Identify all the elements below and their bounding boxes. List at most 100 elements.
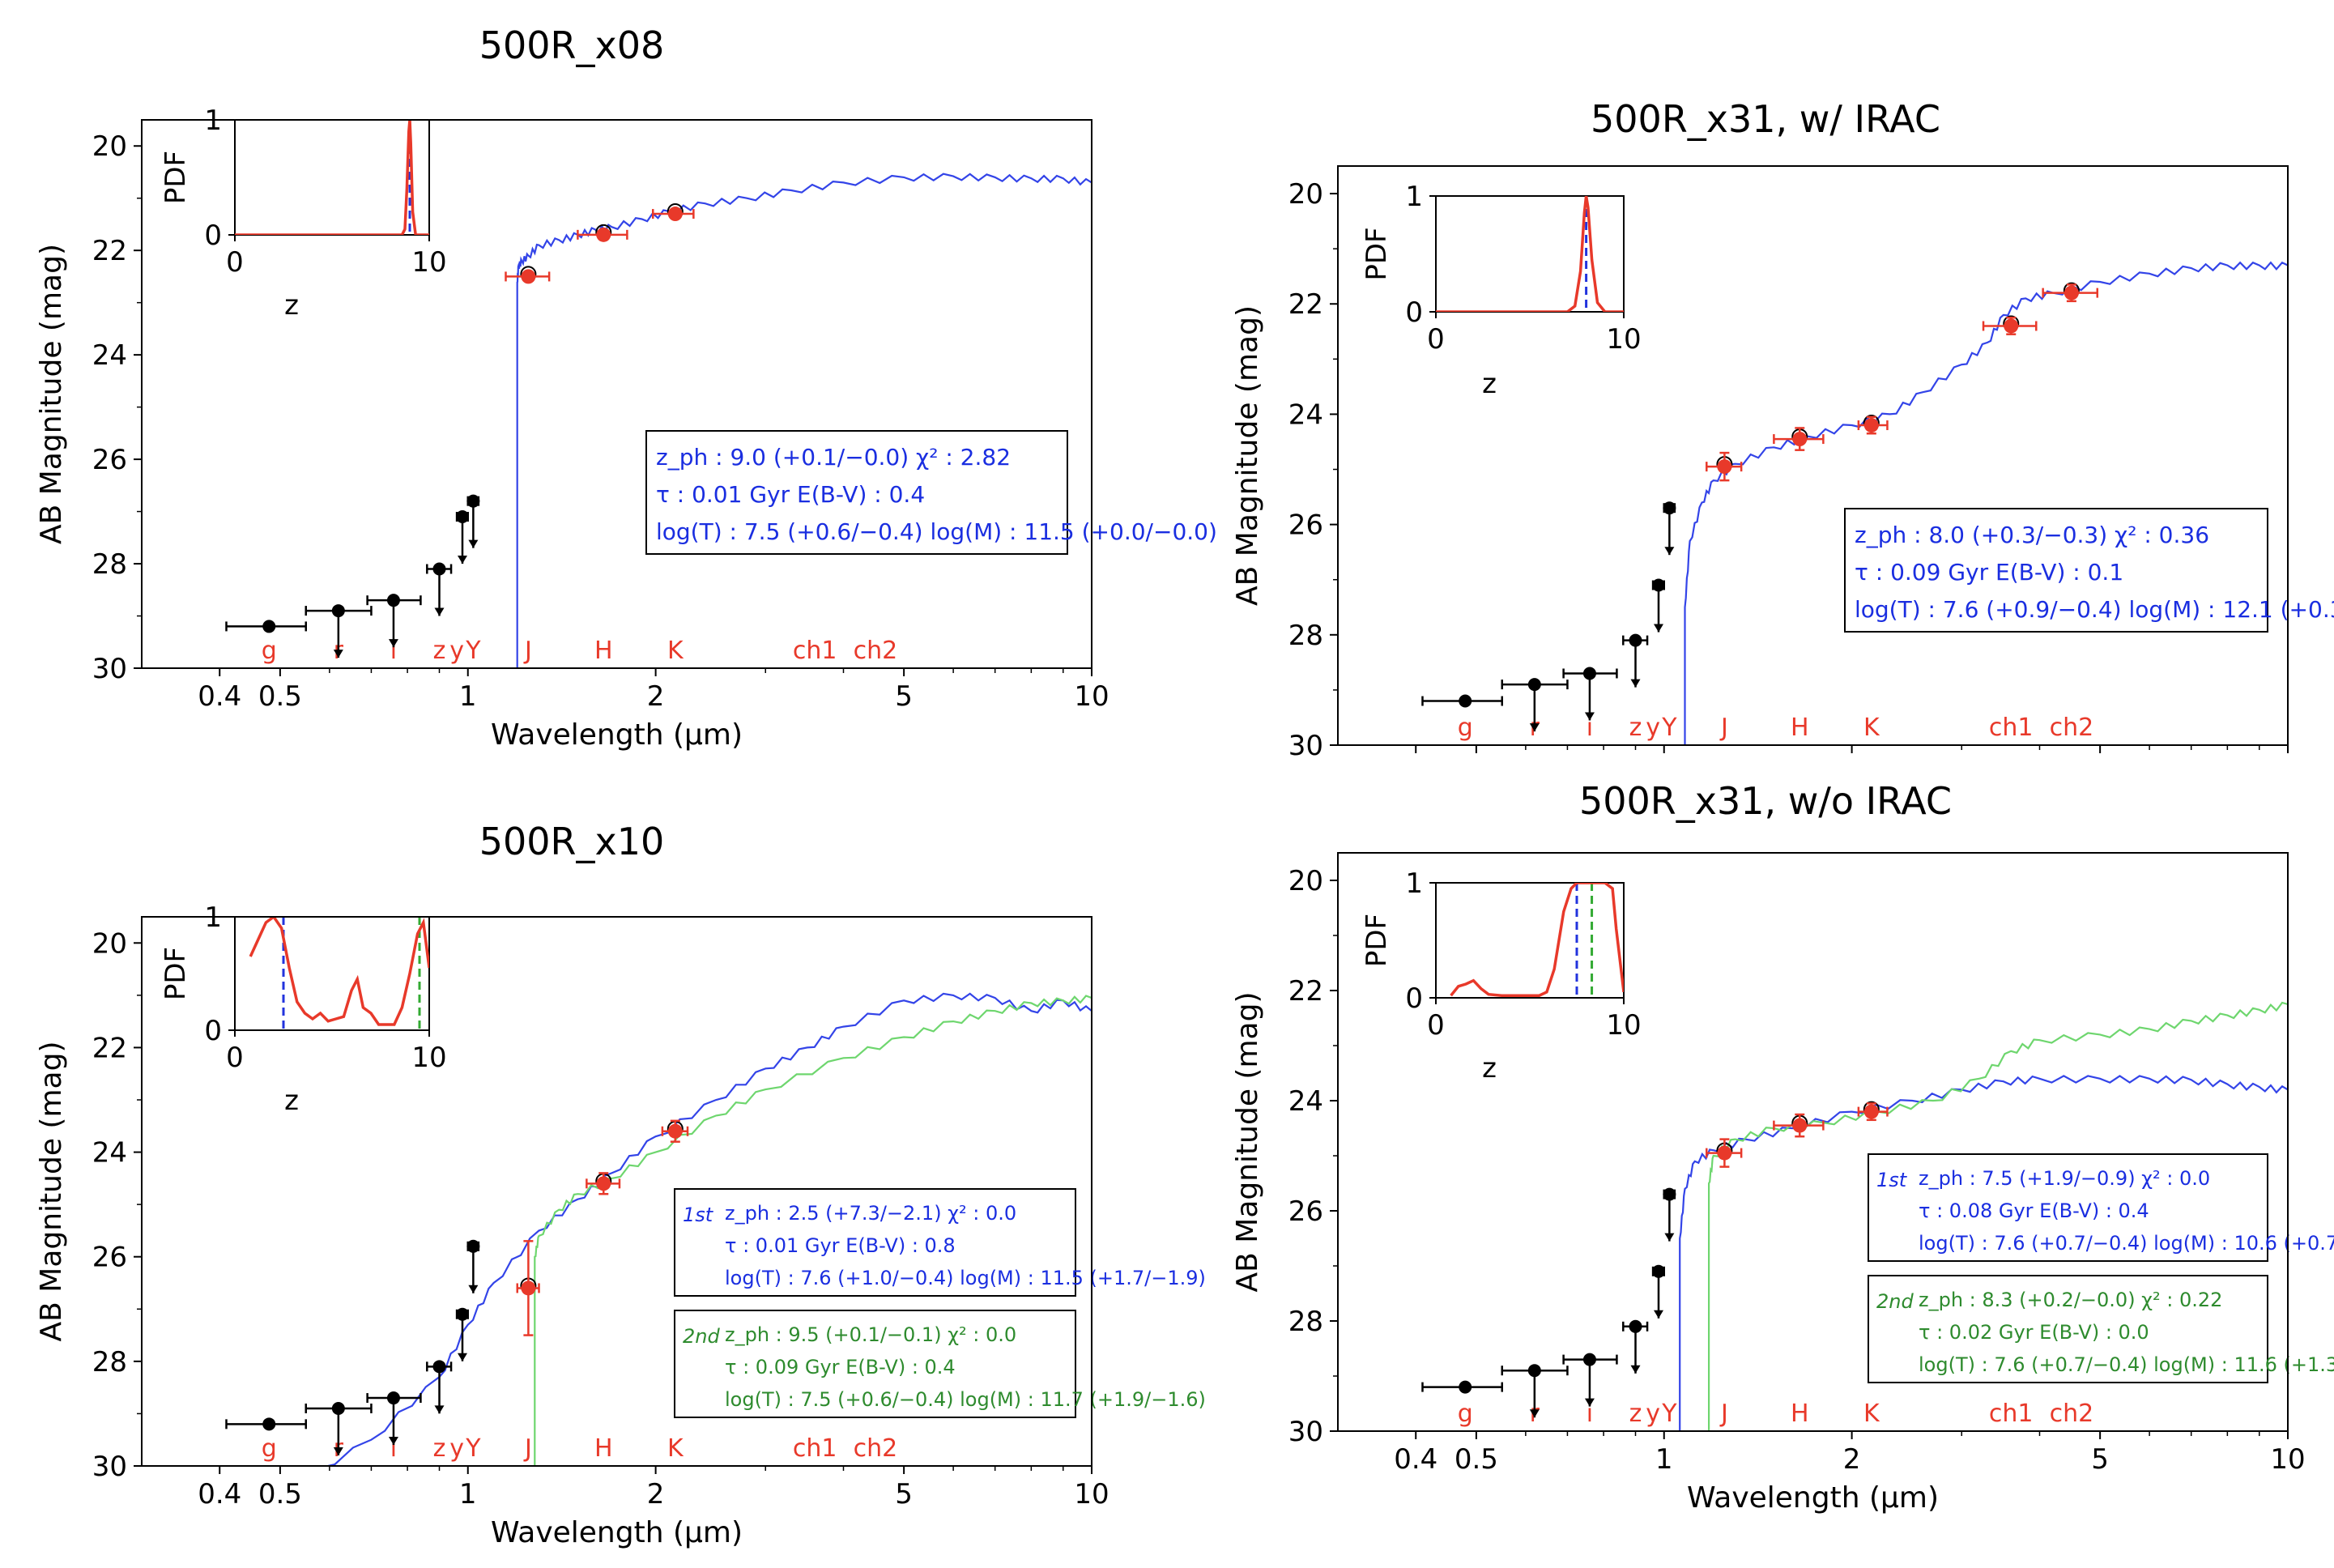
upper-limit-point [386, 1391, 400, 1405]
fit-result-line: log(T) : 7.5 (+0.6/−0.4) log(M) : 11.7 (… [725, 1388, 1206, 1411]
y-tick-label: 30 [1288, 1416, 1323, 1448]
detection-point [1863, 418, 1879, 433]
fit-result-box: 2nd z_ph : 9.5 (+0.1/−0.1) χ² : 0.0 τ : 0.… [674, 1310, 1206, 1418]
upper-limit-point [1459, 1380, 1472, 1394]
x-tick-label: 10 [1074, 1478, 1109, 1510]
filter-label-H: H [1791, 714, 1809, 742]
panel-title: 500R_x31, w/o IRAC [1579, 779, 1952, 823]
solution-rank: 2nd [1876, 1290, 1914, 1313]
y-axis-label: AB Magnitude (mag) [35, 1041, 68, 1341]
filter-label-K: K [1863, 1400, 1880, 1428]
fit-result-line: z_ph : 7.5 (+1.9/−0.9) χ² : 0.0 [1919, 1167, 2210, 1190]
upper-limit-point [1663, 1187, 1676, 1201]
y-tick-label: 26 [1288, 1195, 1323, 1228]
detection-point [667, 207, 683, 222]
filter-label-g: g [1458, 1400, 1473, 1428]
x-axis-label: Wavelength (μm) [491, 718, 743, 752]
filter-label-ch2: ch2 [2050, 1400, 2094, 1428]
detection-point [2064, 285, 2079, 300]
upper-limit-point [1663, 501, 1676, 515]
upper-limit-point [262, 620, 276, 633]
y-tick-label: 24 [1288, 398, 1323, 431]
model-sed-1st [324, 992, 1092, 1466]
fit-result-line: log(T) : 7.6 (+0.7/−0.4) log(M) : 10.6 (… [1919, 1232, 2334, 1255]
x-tick-label: 1 [459, 1478, 477, 1510]
y-tick-label: 28 [1288, 1306, 1323, 1338]
upper-limit-arrowhead [434, 607, 445, 616]
filter-label-ch2: ch2 [854, 1434, 898, 1463]
y-axis-label: AB Magnitude (mag) [1231, 991, 1264, 1292]
x-tick-label: 0.4 [198, 680, 241, 713]
detection-point [596, 1176, 611, 1191]
upper-limit-arrowhead [1653, 624, 1663, 633]
filter-label-i: i [1587, 1400, 1593, 1428]
redshift-pdf-inset: 0 10 0 1 PDF z [1361, 867, 1642, 1084]
inset-x-tick-label: 10 [1606, 323, 1641, 356]
upper-limit-arrowhead [388, 1437, 398, 1446]
inset-x-tick-label: 0 [226, 246, 244, 279]
inset-frame [1435, 882, 1625, 999]
filter-label-y: y [1646, 714, 1660, 742]
filter-label-J: J [1719, 1400, 1728, 1428]
x-tick-label: 1 [459, 680, 477, 713]
inset-x-label: z [1482, 1052, 1497, 1084]
upper-limit-point [1651, 1264, 1665, 1278]
model-sed-2nd [534, 995, 1092, 1466]
detection-point [521, 269, 536, 284]
sed-panel-x31_irac: 500R_x31, w/ IRAC AB Magnitude (mag) 20 22 2… [1231, 97, 2334, 762]
filter-label-ch1: ch1 [1989, 1400, 2034, 1428]
fit-result-line: z_ph : 2.5 (+7.3/−2.1) χ² : 0.0 [725, 1202, 1016, 1225]
filter-label-y: y [1646, 1400, 1660, 1428]
inset-x-tick-label: 0 [226, 1042, 244, 1074]
y-axis-label: AB Magnitude (mag) [1231, 305, 1264, 606]
x-tick-label: 0.4 [198, 1478, 241, 1510]
upper-limit-point [466, 1239, 480, 1253]
model-sed-1st [1679, 1075, 2288, 1431]
fit-result-line: log(T) : 7.5 (+0.6/−0.4) log(M) : 11.5 (… [656, 518, 1217, 545]
x-tick-label: 2 [647, 1478, 665, 1510]
filter-label-g: g [262, 637, 277, 665]
inset-x-label: z [1482, 368, 1497, 400]
fit-result-frame [1868, 1153, 2268, 1262]
x-tick-label: 10 [1074, 680, 1109, 713]
inset-y-tick-label: 0 [1405, 982, 1423, 1015]
x-tick-label: 0.5 [258, 1478, 302, 1510]
detection-point [1792, 432, 1808, 447]
filter-label-Y: Y [1661, 714, 1677, 742]
inset-x-tick-label: 10 [411, 246, 446, 279]
filter-label-ch1: ch1 [1989, 714, 2034, 742]
upper-limit-point [1629, 1319, 1642, 1333]
upper-limit-point [455, 1307, 469, 1321]
y-tick-label: 26 [92, 1242, 127, 1274]
fit-result-line: τ : 0.09 Gyr E(B-V) : 0.1 [1855, 559, 2123, 586]
upper-limit-arrowhead [1630, 679, 1641, 688]
fit-result-line: log(T) : 7.6 (+1.0/−0.4) log(M) : 11.5 (… [725, 1267, 1206, 1289]
y-tick-label: 20 [92, 927, 127, 960]
fit-result-box: 2nd z_ph : 8.3 (+0.2/−0.0) χ² : 0.22 τ : 0… [1868, 1275, 2334, 1383]
filter-label-ch1: ch1 [793, 637, 837, 665]
inset-x-tick-label: 0 [1427, 323, 1445, 356]
upper-limit-point [1629, 633, 1642, 647]
x-tick-label: 2 [1843, 1443, 1861, 1476]
inset-y-tick-label: 1 [1405, 181, 1423, 213]
filter-label-z: z [1629, 714, 1642, 742]
inset-frame [234, 916, 430, 1031]
x-tick-label: 0.5 [1454, 1443, 1498, 1476]
filter-label-K: K [1863, 714, 1880, 742]
filter-label-H: H [1791, 1400, 1809, 1428]
inset-x-tick-label: 10 [411, 1042, 446, 1074]
fit-result-line: τ : 0.02 Gyr E(B-V) : 0.0 [1919, 1321, 2149, 1344]
fit-result-frame [1844, 508, 2268, 633]
y-tick-label: 20 [1288, 865, 1323, 897]
upper-limit-point [331, 1401, 345, 1415]
y-tick-label: 28 [92, 1346, 127, 1378]
filter-label-J: J [523, 1434, 532, 1463]
y-tick-label: 30 [92, 1451, 127, 1483]
plot-frame [1337, 852, 2289, 1432]
fit-result-line: τ : 0.08 Gyr E(B-V) : 0.4 [1919, 1199, 2149, 1222]
filter-label-y: y [449, 1434, 464, 1463]
y-tick-label: 22 [92, 1032, 127, 1064]
filter-label-K: K [667, 637, 684, 665]
fit-result-line: z_ph : 9.5 (+0.1/−0.1) χ² : 0.0 [725, 1323, 1016, 1346]
inset-y-label: PDF [160, 947, 192, 1000]
